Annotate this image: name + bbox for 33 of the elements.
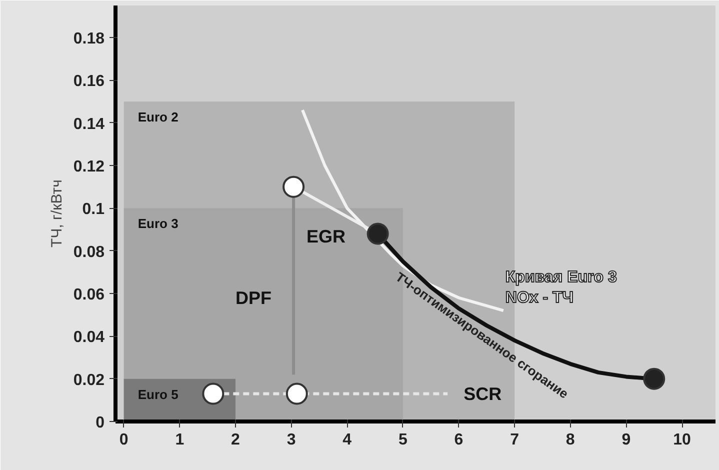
series-label: Euro 5 [138,386,178,402]
y-tick-label: 0.1 [82,201,105,218]
y-tick-label: 0.16 [73,73,105,90]
y-tick-label: 0.18 [73,30,105,48]
x-tick-label: 1 [175,432,184,448]
y-axis-title: ТЧ, г/кВтч [48,180,66,248]
y-tick-label: 0.06 [73,286,105,304]
x-tick-label: 4 [342,432,352,448]
x-tick-label: 5 [398,432,408,448]
y-tick-label: 0 [96,414,105,432]
point [282,176,305,198]
point [286,382,308,405]
x-tick-label: 10 [673,432,692,448]
x-tick-label: 0 [119,432,128,448]
annotation: DPF [236,288,272,308]
y-tick-label: 0.04 [73,329,105,346]
x-tick-label: 3 [286,432,296,448]
y-tick-label: 0.08 [73,244,105,261]
x-tick-label: 6 [454,432,464,448]
series-label: Euro 2 [138,110,178,124]
x-tick-label: 2 [231,432,240,448]
point [643,368,666,390]
point [366,222,389,245]
annotation: EGR [306,226,346,246]
y-tick-label: 0.14 [73,116,105,133]
x-tick-label: 9 [622,432,631,448]
x-tick-label: 8 [566,432,575,448]
series-label: Euro 3 [138,216,178,232]
point [202,382,224,405]
annotation: SCR [464,384,502,404]
y-tick-label: 0.02 [73,372,105,389]
y-tick-label: 0.12 [73,158,105,176]
x-tick-label: 7 [510,432,520,448]
